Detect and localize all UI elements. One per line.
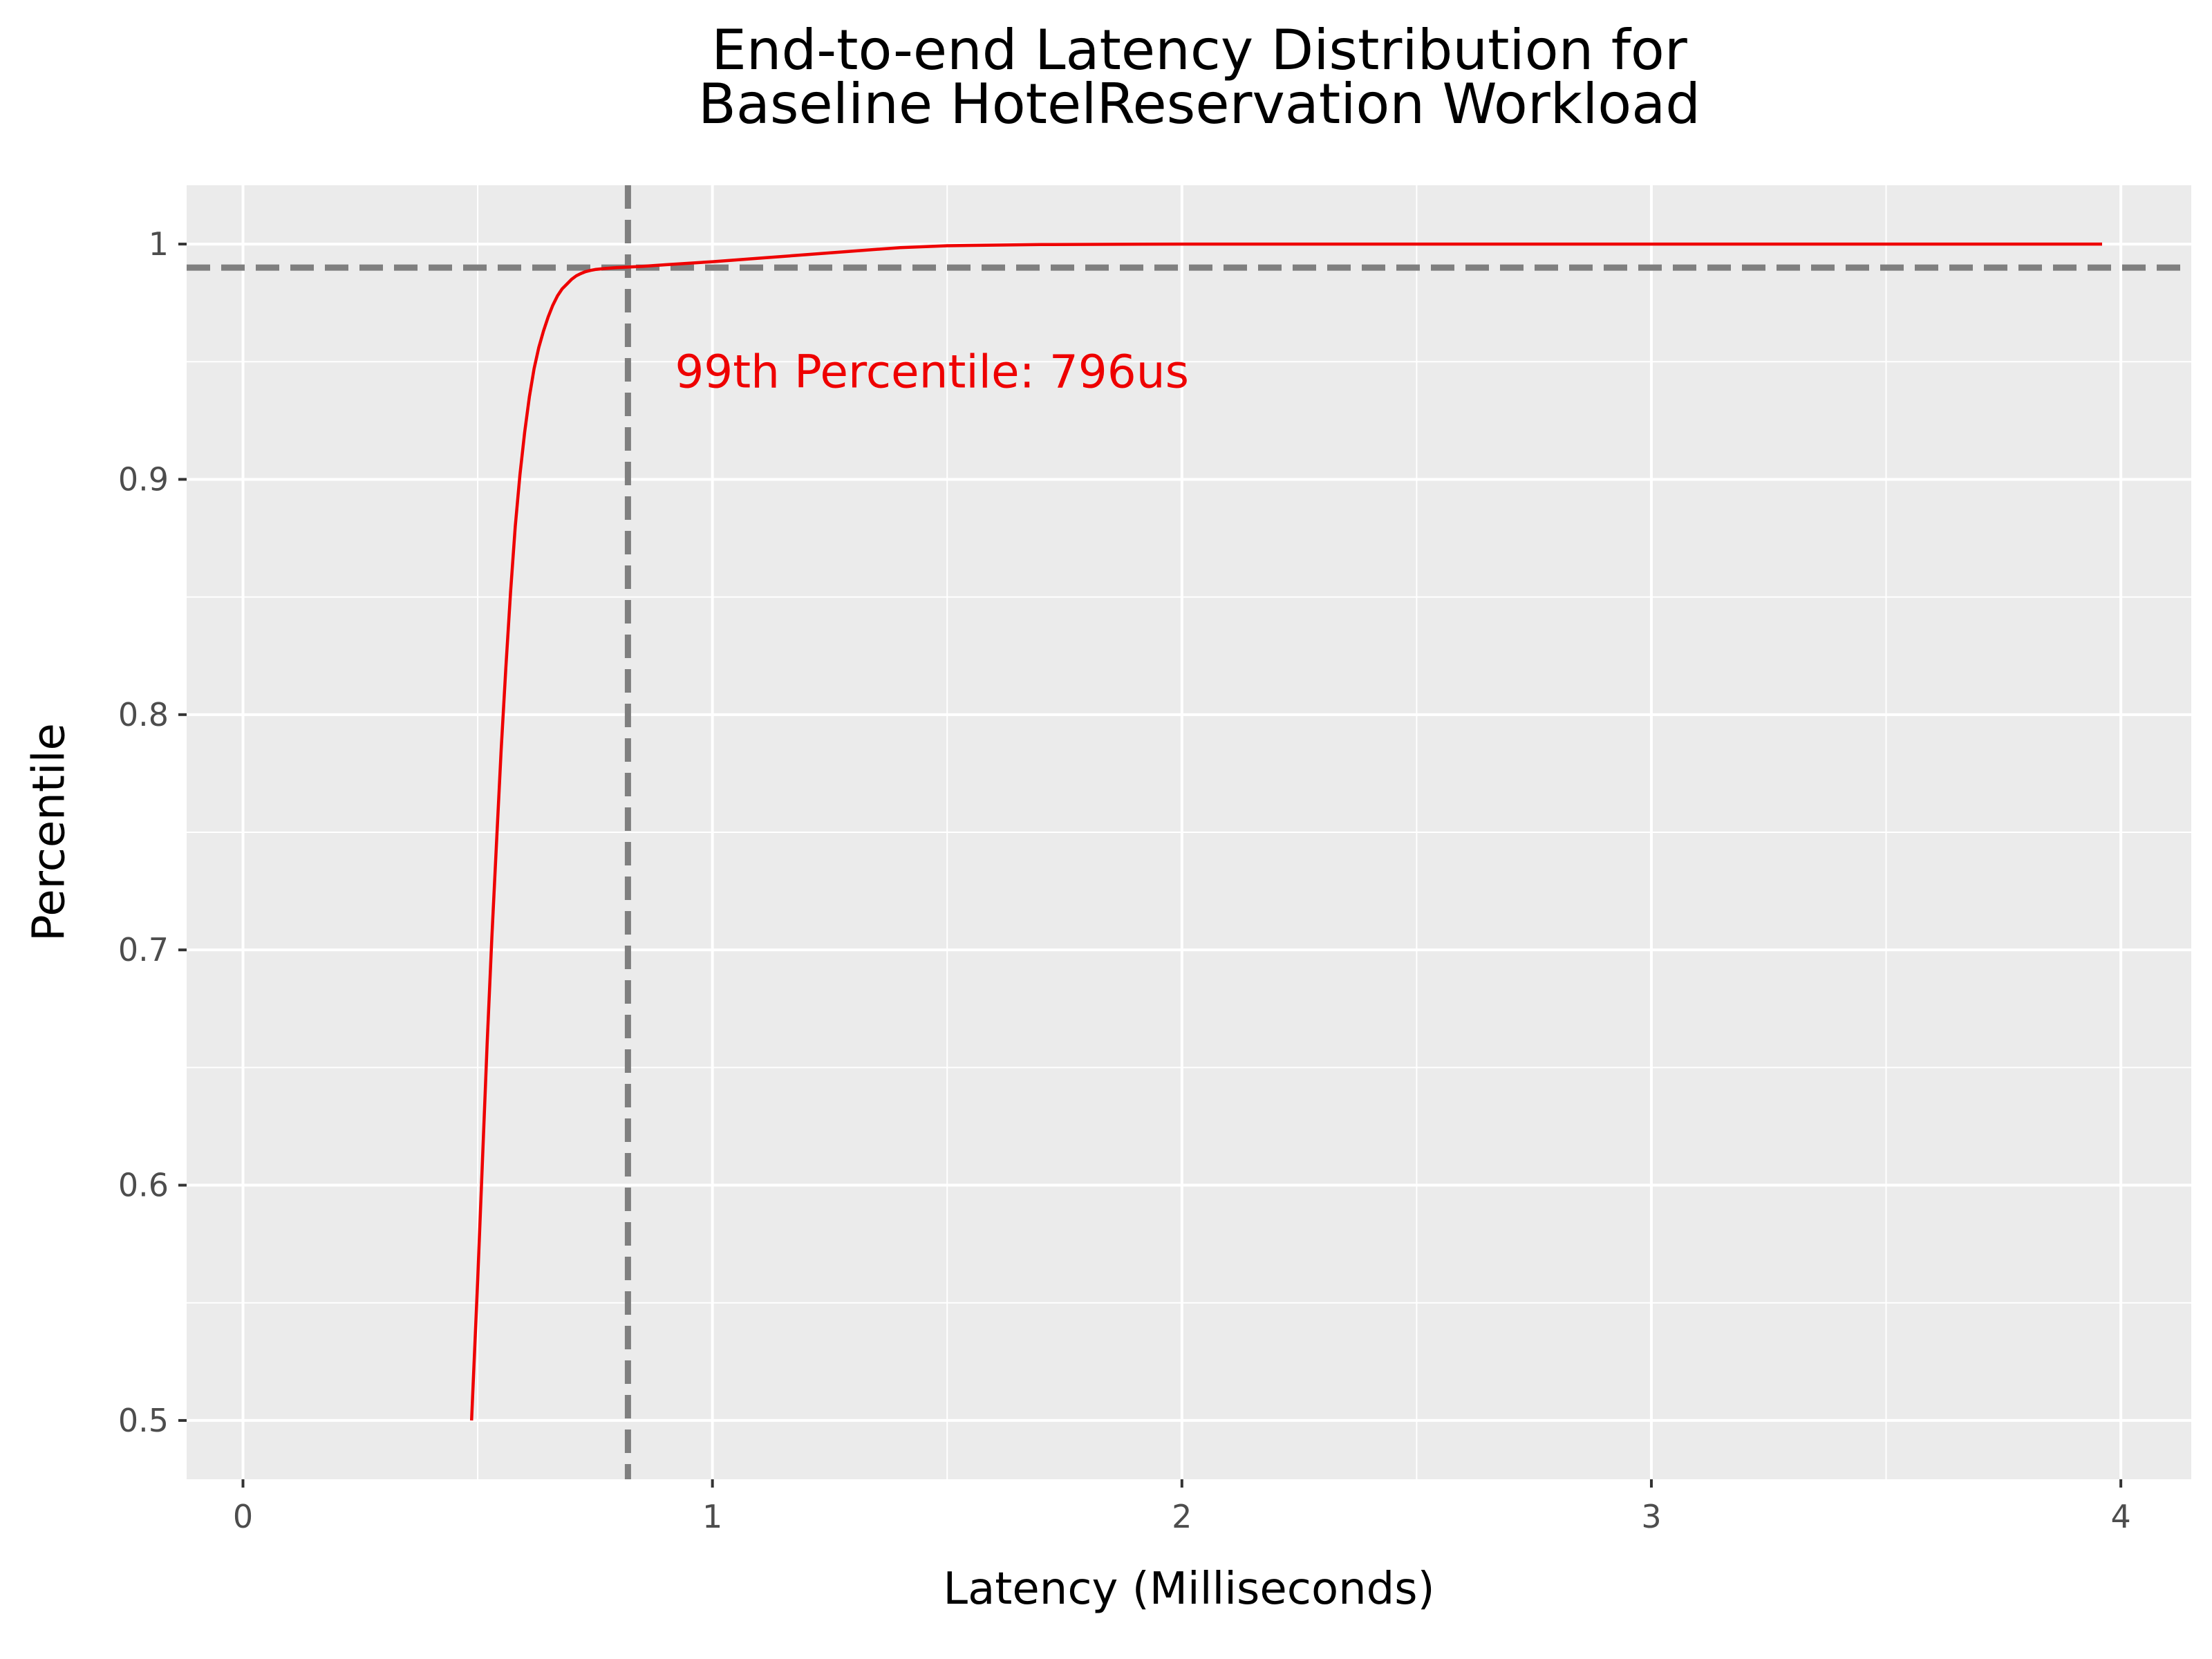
y-tick-label: 0.6 — [118, 1167, 169, 1204]
x-axis-title: Latency (Milliseconds) — [943, 1564, 1434, 1615]
x-tick-label: 3 — [1641, 1498, 1661, 1535]
y-tick-label: 0.9 — [118, 460, 169, 498]
series-layer — [469, 242, 2102, 1421]
axis-ticks — [178, 243, 2123, 1488]
y-tick-label: 0.8 — [118, 696, 169, 733]
y-axis-title: Percentile — [24, 723, 75, 941]
chart-title-line-1: End-to-end Latency Distribution for — [711, 18, 1687, 82]
x-tick-label: 2 — [1172, 1498, 1192, 1535]
x-tick-labels: 0 1 2 3 4 — [233, 1498, 2131, 1535]
chart-title-line-2: Baseline HotelReservation Workload — [698, 72, 1700, 136]
x-tick-label: 0 — [233, 1498, 253, 1535]
x-tick-label: 4 — [2110, 1498, 2130, 1535]
y-tick-labels: 0.5 0.6 0.7 0.8 0.9 1 — [118, 225, 169, 1439]
y-tick-label: 1 — [149, 225, 169, 263]
grid-minor — [187, 185, 2191, 1479]
percentile-annotation: 99th Percentile: 796us — [675, 346, 1189, 399]
grid-major — [187, 185, 2191, 1479]
x-tick-label: 1 — [702, 1498, 722, 1535]
y-tick-label: 0.5 — [118, 1402, 169, 1439]
cdf-line-series-0 — [469, 242, 2102, 1421]
reference-lines — [187, 185, 2191, 1479]
y-tick-label: 0.7 — [118, 931, 169, 968]
